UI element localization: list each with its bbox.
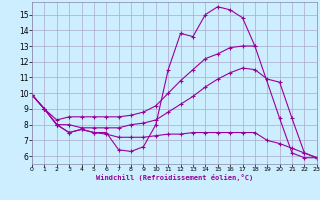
X-axis label: Windchill (Refroidissement éolien,°C): Windchill (Refroidissement éolien,°C): [96, 174, 253, 181]
